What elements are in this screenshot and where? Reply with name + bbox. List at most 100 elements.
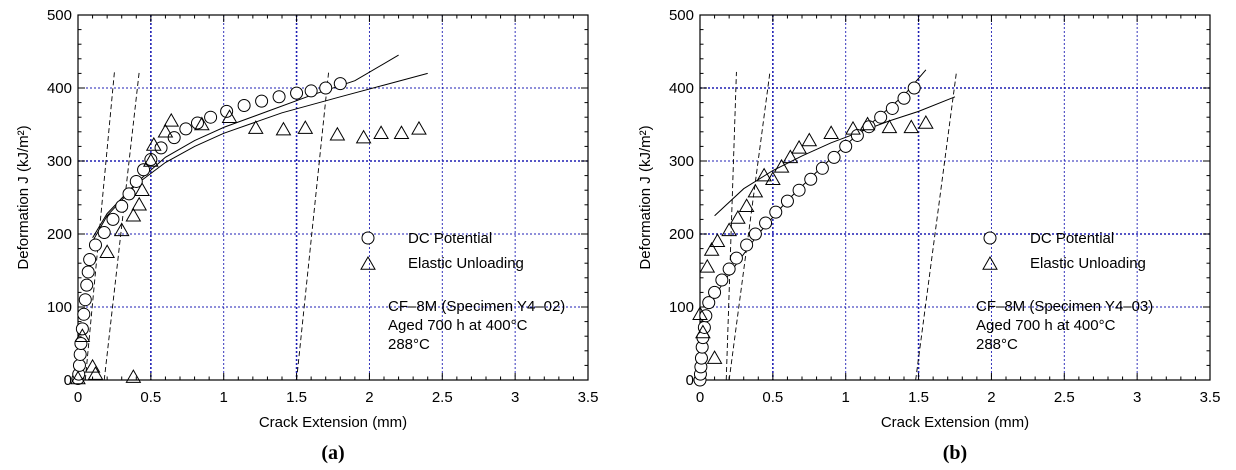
data-point-triangle	[903, 119, 920, 134]
data-point-triangle	[917, 115, 934, 129]
data-point-circle	[885, 101, 899, 115]
data-point-triangle	[113, 222, 130, 237]
data-point-circle	[97, 226, 111, 240]
data-point-circle	[333, 77, 347, 91]
data-point-circle	[780, 194, 794, 208]
data-point-circle	[740, 238, 754, 252]
data-point-triangle	[747, 183, 764, 198]
y-tick-label: 0	[64, 372, 72, 389]
data-point-triangle	[247, 120, 264, 134]
data-point-circle	[839, 139, 853, 153]
data-point-circle	[74, 337, 88, 350]
data-point-circle	[702, 296, 716, 310]
y-tick-label: 500	[47, 7, 72, 24]
data-point-triangle	[730, 209, 746, 224]
data-point-circle	[729, 251, 743, 265]
x-tick-label: 1	[220, 389, 228, 406]
data-point-triangle	[764, 171, 781, 185]
data-point-triangle	[74, 328, 91, 342]
x-tick-label: 3.5	[578, 389, 599, 406]
chart-panel-1: 0 0.5 1 1.5 2 2.5 3 3.5 0 100 200 300 400 500 Crack Ex…	[15, 7, 598, 464]
data-point-triangle	[157, 123, 174, 138]
data-point-triangle	[695, 324, 711, 339]
data-point-triangle	[125, 369, 142, 383]
data-point-triangle	[709, 233, 726, 248]
x-tick-label: 3	[1133, 389, 1141, 406]
blunting-line	[725, 71, 737, 381]
data-point-circle	[850, 128, 864, 142]
data-point-circle	[827, 150, 841, 164]
data-point-circle	[78, 293, 92, 307]
data-point-circle	[304, 84, 318, 98]
data-point-triangle	[87, 366, 104, 380]
annotation-line: 288°C	[976, 336, 1018, 353]
data-point-circle	[80, 278, 94, 292]
data-point-circle	[792, 183, 806, 197]
data-point-triangle	[823, 125, 840, 140]
data-point-triangle	[355, 129, 372, 144]
legend-marker-circle	[983, 231, 997, 245]
data-point-triangle	[699, 258, 716, 273]
data-point-triangle	[692, 306, 708, 321]
data-point-circle	[715, 273, 729, 287]
data-point-triangle	[142, 152, 159, 167]
data-point-triangle	[70, 370, 86, 385]
blunting-line	[296, 71, 330, 381]
x-tick-label: 1	[842, 389, 850, 406]
fit-curve	[714, 96, 956, 217]
data-point-circle	[72, 358, 86, 372]
data-point-triangle	[275, 121, 292, 136]
data-point-circle	[137, 163, 151, 177]
data-point-circle	[290, 86, 304, 100]
blunting-line	[728, 71, 771, 381]
data-point-circle	[722, 262, 736, 276]
data-point-circle	[769, 205, 783, 219]
plot-frame	[77, 14, 589, 381]
data-point-triangle	[99, 244, 116, 258]
data-point-triangle	[221, 109, 238, 123]
data-point-triangle	[163, 112, 180, 127]
data-point-circle	[237, 99, 251, 113]
data-point-circle	[272, 90, 286, 104]
data-point-triangle	[145, 136, 162, 151]
data-point-triangle	[193, 116, 210, 131]
plot-frame	[699, 14, 1211, 381]
y-tick-label: 200	[669, 226, 694, 243]
x-tick-label: 2.5	[1054, 389, 1075, 406]
y-tick-label: 300	[47, 153, 72, 170]
blunting-line	[915, 71, 957, 381]
fit-curve	[92, 54, 399, 238]
x-tick-label: 2	[987, 389, 995, 406]
data-point-circle	[907, 81, 921, 95]
data-point-triangle	[706, 350, 723, 364]
data-point-triangle	[125, 207, 142, 222]
y-tick-label: 300	[669, 153, 694, 170]
y-axis-title: Deformation J (kJ/m²)	[637, 125, 654, 269]
data-point-triangle	[329, 126, 346, 141]
data-point-triangle	[393, 125, 410, 140]
x-tick-label: 0	[696, 389, 704, 406]
data-point-circle	[759, 216, 773, 230]
annotation-line: 288°C	[388, 336, 430, 353]
x-tick-label: 0.5	[140, 389, 161, 406]
data-point-circle	[115, 199, 129, 213]
x-tick-label: 0	[74, 389, 82, 406]
y-tick-label: 500	[669, 7, 694, 24]
panel-label: (b)	[943, 442, 967, 464]
annotation-line: CF–8M (Specimen Y4–03)	[976, 298, 1153, 315]
x-tick-label: 3	[511, 389, 519, 406]
data-point-circle	[144, 153, 158, 167]
data-point-circle	[77, 307, 91, 321]
y-tick-label: 100	[47, 299, 72, 316]
data-point-circle	[815, 161, 829, 175]
data-point-circle	[81, 265, 95, 279]
legend-marker-circle	[361, 231, 375, 245]
data-point-circle	[708, 285, 722, 299]
x-tick-label: 2	[365, 389, 373, 406]
data-point-circle	[129, 174, 143, 188]
data-point-circle	[319, 81, 333, 95]
data-point-triangle	[845, 120, 861, 135]
annotation-line: CF–8M (Specimen Y4–02)	[388, 298, 565, 315]
data-point-circle	[83, 253, 97, 267]
